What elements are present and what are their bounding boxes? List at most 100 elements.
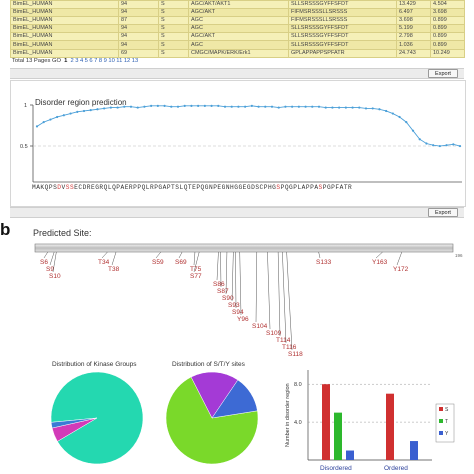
table-cell: 3.698 — [396, 16, 431, 26]
disorder-point — [385, 109, 388, 113]
kinase-pie-slice — [50, 417, 98, 429]
table-cell: 94 — [118, 32, 159, 42]
bar-s — [322, 384, 330, 460]
sequence-segment: MAKQPS — [32, 184, 58, 191]
disorder-point — [351, 106, 354, 109]
disorder-point — [411, 129, 415, 132]
site-label: S6 — [40, 259, 48, 266]
disorder-point — [150, 104, 153, 107]
site-connector — [155, 251, 162, 259]
bar-y — [346, 450, 354, 460]
bar-ytick-label: 4.0 — [294, 420, 302, 426]
site-label: T75 — [190, 266, 202, 273]
site-connector — [235, 251, 237, 309]
disorder-point — [452, 143, 455, 146]
table-cell: S — [158, 32, 189, 42]
site-label: S59 — [152, 259, 164, 266]
table-cell: SLLSRSSSGYFFSFDT — [288, 24, 397, 34]
pager-page-link[interactable]: 12 — [123, 58, 131, 64]
pager-page-link[interactable]: 8 — [98, 58, 103, 64]
disorder-point — [197, 104, 200, 107]
disorder-point — [438, 144, 441, 148]
site-label: S118 — [288, 351, 303, 358]
pager-page-link[interactable]: 9 — [103, 58, 107, 64]
site-connector — [286, 251, 293, 351]
disorder-point — [344, 106, 347, 109]
pager-page-link[interactable]: 10 — [108, 58, 115, 64]
table-row: BimEL_HUMAN 94 S AGC SLLSRSSSGYFFSFDT 5.199 0.… — [10, 24, 465, 34]
pager-page-link[interactable]: 2 — [70, 58, 74, 64]
pager-page-link[interactable]: 5 — [84, 58, 88, 64]
pager-page-link[interactable]: 6 — [89, 58, 93, 64]
site-connector — [231, 251, 234, 302]
disorder-point — [129, 105, 133, 108]
bar-s — [386, 393, 394, 460]
panel-letter-b: b — [0, 220, 11, 239]
site-connector — [277, 251, 281, 337]
predicted-site-title: Predicted Site: — [33, 228, 92, 238]
disorder-point — [398, 115, 401, 119]
table-cell: S — [158, 48, 189, 58]
table-cell: 94 — [118, 8, 159, 18]
sequence-segment: PQGPLAPPA — [280, 184, 319, 191]
export-button-bottom[interactable]: Export — [428, 208, 458, 217]
site-label: Y172 — [393, 266, 409, 273]
site-label: S90 — [222, 295, 234, 302]
disorder-point — [458, 144, 462, 148]
site-connector — [111, 251, 117, 266]
export-button-top[interactable]: Export — [428, 69, 458, 78]
table-cell: 94 — [118, 40, 159, 50]
table-cell: 0.899 — [430, 16, 465, 26]
sequence-highlight: S — [69, 184, 75, 191]
table-cell: S — [158, 40, 189, 50]
legend-label-t: T — [445, 419, 448, 425]
disorder-chart: 1 0.5 — [20, 103, 462, 183]
site-connector — [52, 251, 57, 273]
disorder-title: Disorder region prediction — [35, 98, 127, 107]
disorder-point — [42, 121, 45, 124]
disorder-point — [237, 105, 240, 108]
sty-pie-chart — [165, 371, 259, 465]
kinase-pie-chart — [50, 371, 144, 465]
site-label: S104 — [252, 323, 268, 330]
pager-page-link[interactable]: 4 — [79, 58, 84, 64]
disorder-point — [331, 106, 334, 109]
site-label: S93 — [228, 302, 240, 309]
sequence-segment: V — [61, 184, 66, 191]
table-row: BimEL_HUMAN 69 S CMGC/MAPK/ERK/Erk1 GPLAPPAP… — [10, 48, 465, 58]
disorder-point — [217, 104, 220, 107]
disorder-point — [371, 107, 374, 110]
kinase-pie-title: Distribution of Kinase Groups — [52, 361, 137, 368]
protein-bar — [34, 243, 454, 253]
pager-page-link[interactable]: 11 — [116, 58, 123, 64]
disorder-point — [230, 105, 233, 108]
pager-page-link[interactable]: 7 — [94, 58, 98, 64]
site-label: S69 — [175, 259, 187, 266]
disorder-ytick-label-1: 1 — [24, 103, 27, 109]
pager-current-page[interactable]: 1 — [64, 58, 68, 64]
table-row: BimEL_HUMAN 94 S AGC/AKT/AKT1 SLLSRSSSGYFFSF… — [10, 0, 465, 10]
table-cell: 94 — [118, 24, 159, 34]
pager-page-link[interactable]: 3 — [75, 58, 79, 64]
table-cell: CMGC/MAPK/ERK/Erk1 — [188, 48, 289, 58]
disorder-point — [203, 104, 206, 107]
table-cell: 6.497 — [396, 8, 431, 18]
disorder-point — [432, 144, 435, 147]
table-cell: SLLSRSSSGYFFSFDT — [288, 0, 397, 10]
disorder-point — [297, 105, 300, 108]
sty-pie-slice — [190, 371, 239, 419]
disorder-point — [264, 105, 267, 108]
table-cell: S — [158, 8, 189, 18]
table-cell: 4.504 — [430, 0, 465, 10]
table-cell: AGC — [188, 24, 289, 34]
table-cell: BimEL_HUMAN — [10, 0, 119, 10]
legend-swatch-t — [439, 419, 443, 423]
site-connector — [225, 251, 228, 295]
results-table: BimEL_HUMAN 94 S AGC/AKT/AKT1 SLLSRSSSGYFFSF… — [10, 0, 465, 58]
site-label: Y163 — [372, 259, 388, 266]
table-cell: BimEL_HUMAN — [10, 32, 119, 42]
pager-page-link[interactable]: 13 — [131, 58, 139, 64]
disorder-point — [391, 112, 394, 115]
